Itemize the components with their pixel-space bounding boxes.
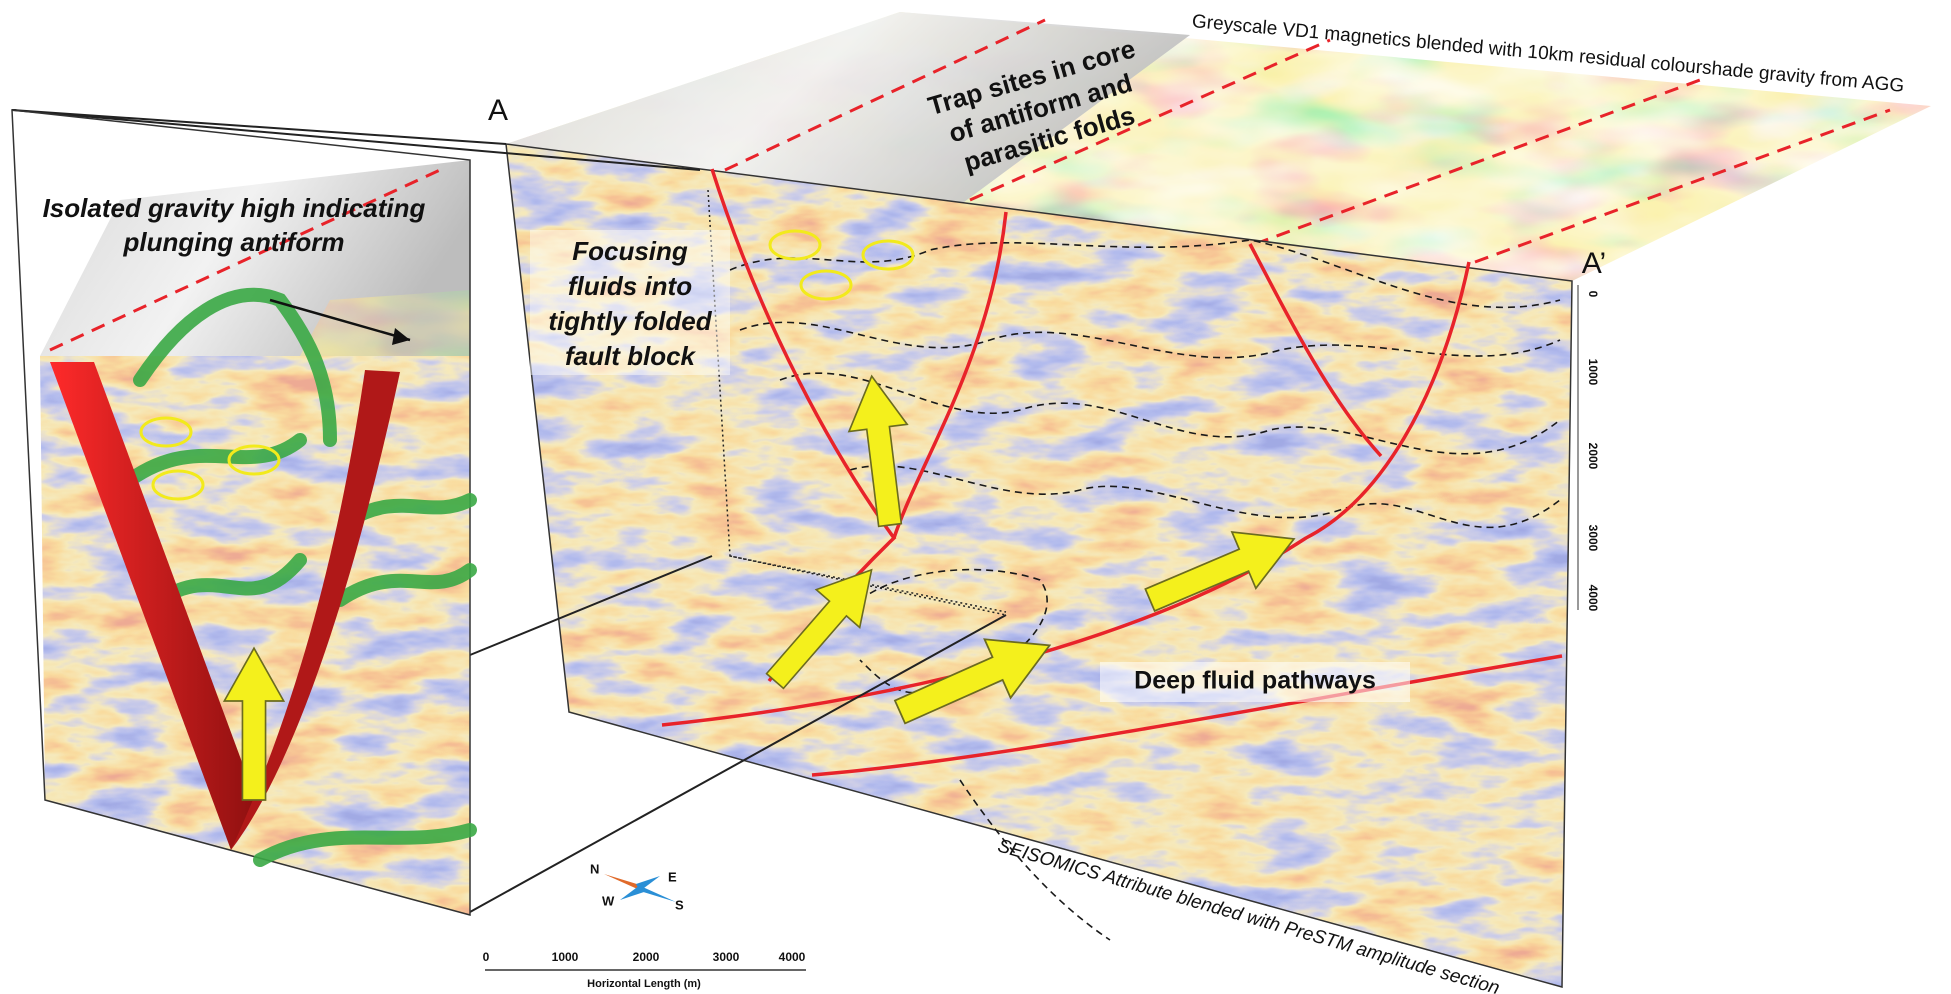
scale-tick-label: 3000 bbox=[713, 950, 740, 964]
depth-tick-label: 4000 bbox=[1586, 585, 1600, 612]
compass-label: E bbox=[668, 869, 677, 884]
focus-callout: fault block bbox=[565, 341, 697, 371]
scale-tick-label: 0 bbox=[483, 950, 490, 964]
scale-tick-label: 2000 bbox=[633, 950, 660, 964]
focus-callout: fluids into bbox=[568, 271, 692, 301]
focus-callout: Focusing bbox=[572, 236, 688, 266]
inset-callout: plunging antiform bbox=[123, 227, 345, 257]
inset-callout: Isolated gravity high indicating bbox=[43, 193, 426, 223]
section-label: A bbox=[488, 94, 508, 127]
scale-tick-label: 4000 bbox=[779, 950, 806, 964]
figure: Isolated gravity high indicating plungin… bbox=[0, 0, 1951, 994]
compass-label: S bbox=[675, 897, 684, 912]
scale-tick-label: 1000 bbox=[552, 950, 579, 964]
focus-callout: tightly folded bbox=[548, 306, 712, 336]
compass-label: N bbox=[590, 861, 599, 876]
depth-tick-label: 3000 bbox=[1586, 525, 1600, 552]
depth-tick-label: 1000 bbox=[1586, 359, 1600, 386]
scale-bar-label: Horizontal Length (m) bbox=[587, 978, 701, 990]
section-label: A’ bbox=[1582, 247, 1606, 280]
page: { "section_labels": {"start": "A", "end"… bbox=[0, 0, 1951, 994]
depth-tick-label: 0 bbox=[1586, 291, 1600, 298]
compass-label: W bbox=[602, 893, 615, 908]
depth-tick-label: 2000 bbox=[1586, 443, 1600, 470]
pathway-callout: Deep fluid pathways bbox=[1134, 667, 1376, 695]
compass: N E S W bbox=[590, 861, 684, 912]
